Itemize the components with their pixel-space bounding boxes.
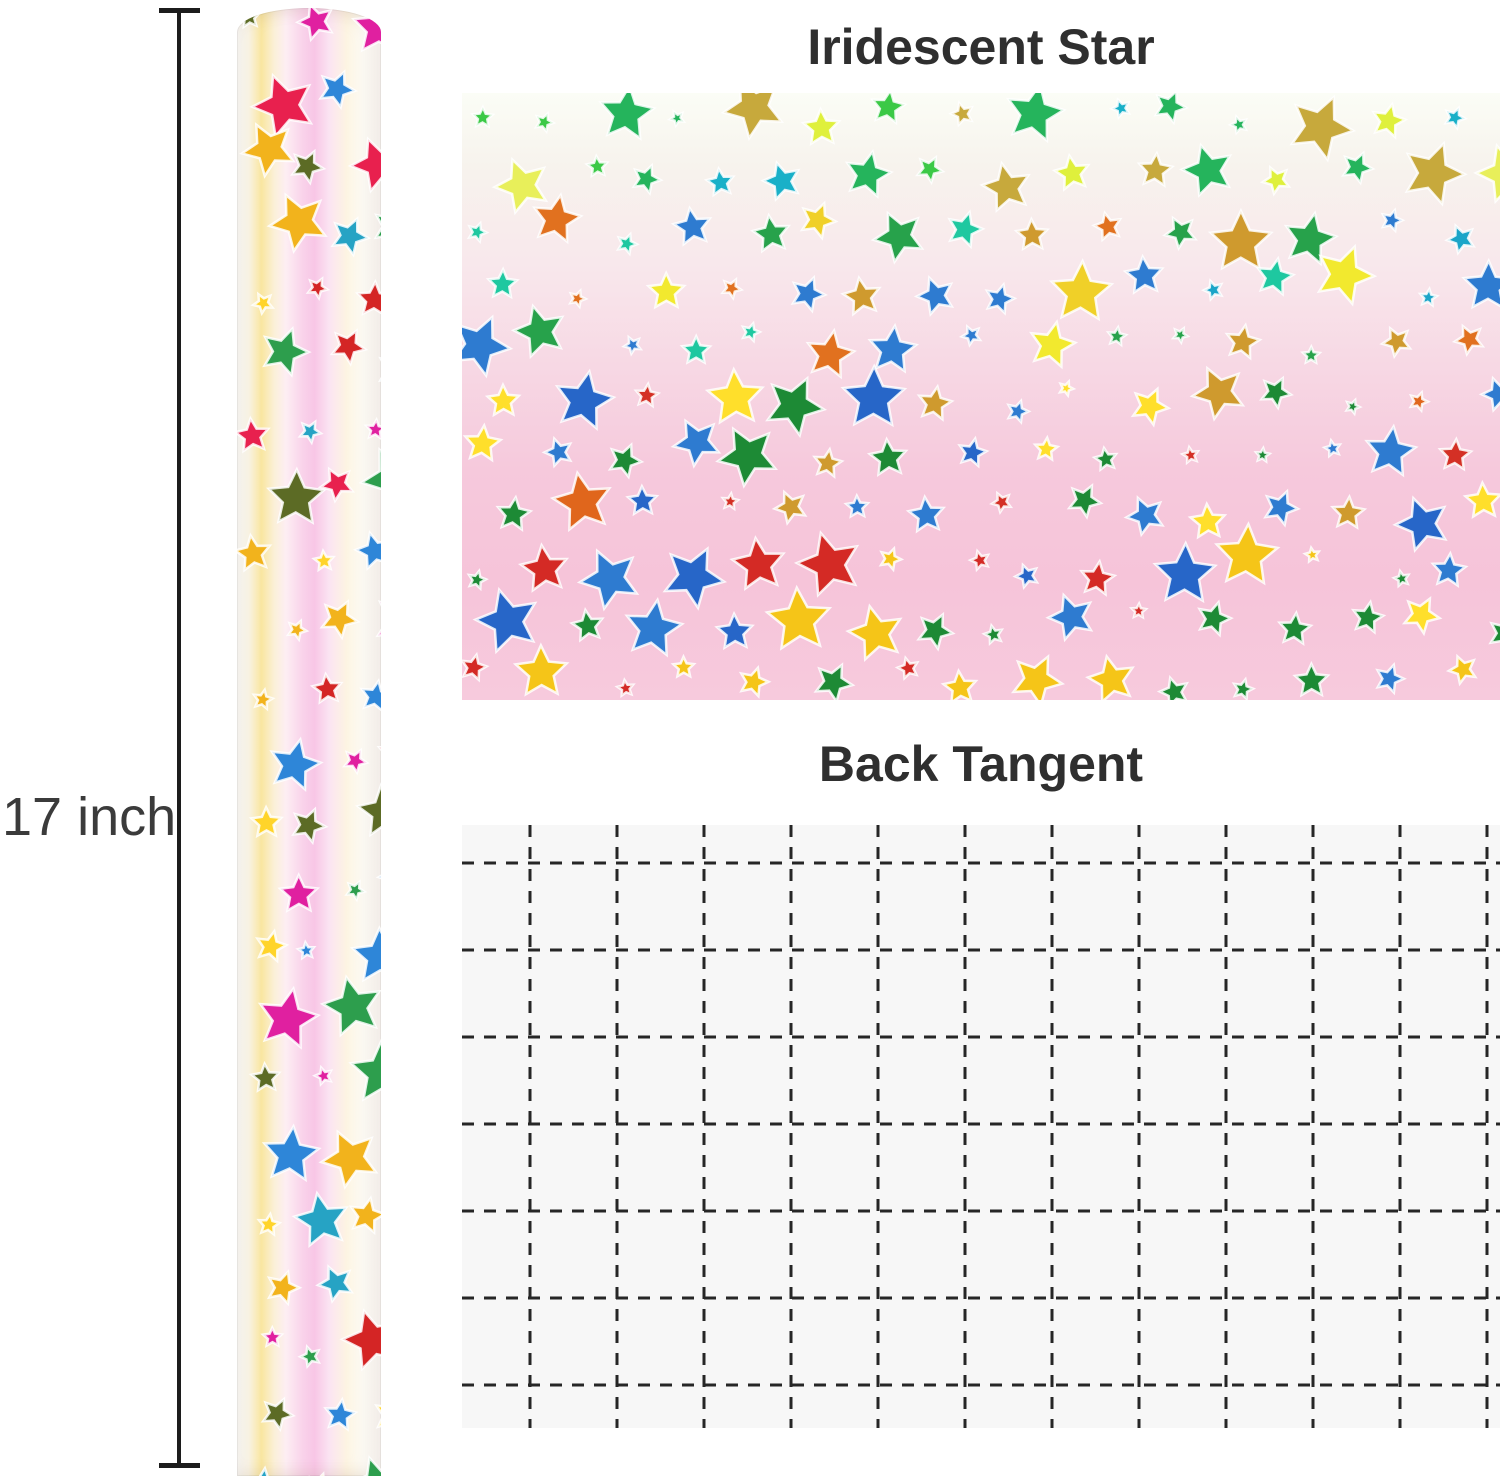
dimension-line <box>177 10 181 1466</box>
wrapping-paper-roll <box>237 8 381 1476</box>
dimension-cap-bottom <box>159 1463 200 1468</box>
roll-star-pattern <box>237 8 381 1476</box>
front-section-title: Iridescent Star <box>807 19 1155 75</box>
front-paper-swatch <box>462 93 1500 700</box>
dimension-label: 17 inch <box>2 787 177 847</box>
front-star-pattern <box>462 93 1500 700</box>
back-section-title: Back Tangent <box>818 736 1144 792</box>
dimension-cap-top <box>159 8 200 13</box>
back-grid-pattern <box>462 825 1500 1428</box>
back-paper-swatch <box>462 825 1500 1428</box>
